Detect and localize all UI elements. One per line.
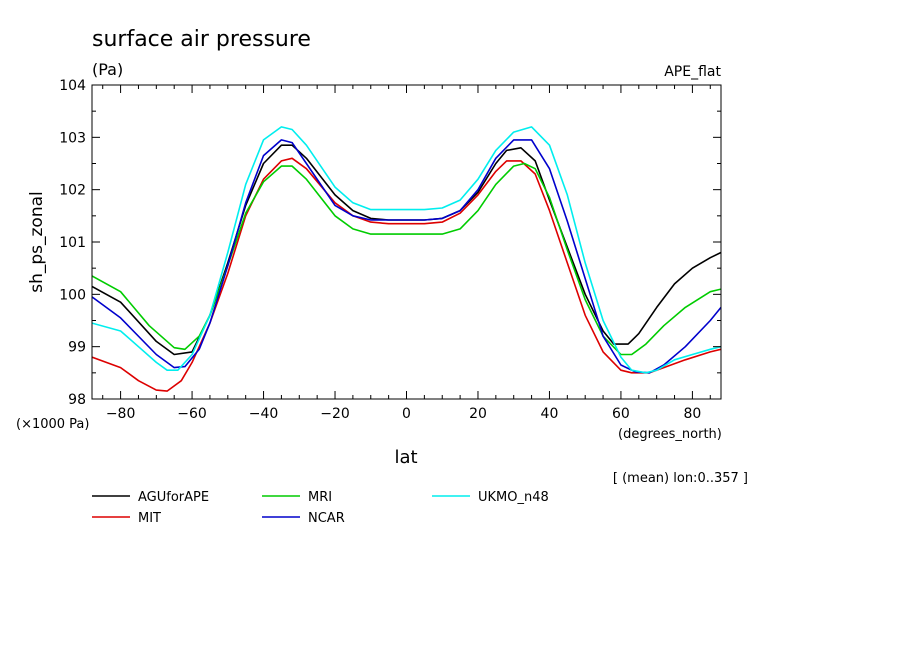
series-line-mit: [92, 157, 721, 392]
legend-item-mit: MIT: [92, 511, 161, 526]
x-tick-label: −80: [106, 406, 136, 422]
legend-item-ukmo-n48: UKMO_n48: [432, 490, 549, 505]
legend-label: MIT: [138, 511, 161, 526]
averaging-note: [ (mean) lon:0..357 ]: [613, 471, 748, 486]
x-unit-label: (degrees_north): [618, 427, 722, 442]
series-layer: [92, 126, 721, 392]
y-tick-label: 101: [59, 235, 86, 251]
series-line-ukmo-n48: [92, 126, 721, 374]
x-tick-label: 0: [402, 406, 411, 422]
series-line-aguforape: [92, 144, 721, 356]
chart-title: surface air pressure: [92, 27, 311, 52]
y-tick-label: 100: [59, 287, 86, 303]
x-tick-label: 40: [541, 406, 559, 422]
y-tick-label: 103: [59, 130, 86, 146]
x-tick-label: −60: [177, 406, 207, 422]
y-tick-label: 99: [68, 340, 86, 356]
y-tick-label: 102: [59, 183, 86, 199]
legend-item-aguforape: AGUforAPE: [92, 490, 209, 505]
legend-item-ncar: NCAR: [262, 511, 345, 526]
legend-label: MRI: [308, 490, 332, 505]
legend-item-mri: MRI: [262, 490, 332, 505]
x-axis-label: lat: [394, 447, 417, 468]
y-tick-label: 104: [59, 78, 86, 94]
legend-label: AGUforAPE: [138, 490, 209, 505]
x-tick-label: 20: [469, 406, 487, 422]
legend-label: UKMO_n48: [478, 490, 549, 505]
x-tick-label: −20: [320, 406, 350, 422]
legend: AGUforAPE MIT MRI NCAR UKMO_n48: [92, 490, 549, 526]
x-tick-label: 60: [612, 406, 630, 422]
axis-layer: −80 −60 −40 −20 0 20 40 60 80 98 99 100 101 102 103 104: [59, 78, 722, 422]
series-line-mri: [92, 162, 721, 356]
legend-label: NCAR: [308, 511, 345, 526]
x-tick-label: −40: [249, 406, 279, 422]
y-tick-label: 98: [68, 392, 86, 408]
experiment-label: APE_flat: [664, 64, 721, 80]
series-line-ncar: [92, 139, 721, 374]
chart-units: (Pa): [92, 60, 123, 79]
y-axis-label: sh_ps_zonal: [27, 191, 47, 293]
x-tick-label: 80: [683, 406, 701, 422]
plot-frame: [91, 84, 722, 400]
y-unit-label: (×1000 Pa): [16, 417, 89, 432]
